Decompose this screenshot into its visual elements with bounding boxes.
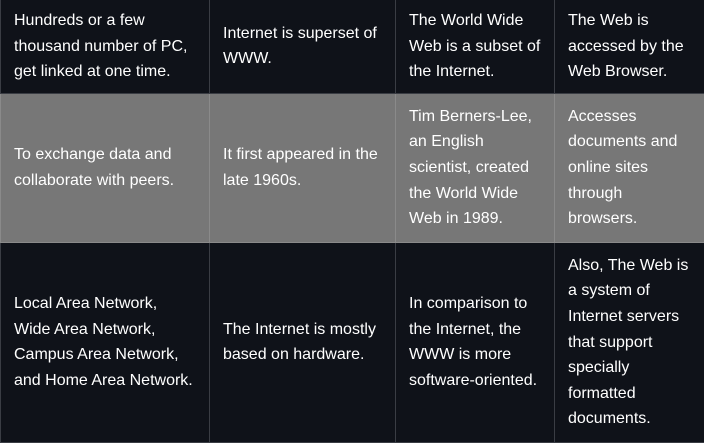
table-cell: Also, The Web is a system of Internet se… [555,242,704,442]
table-row: Local Area Network, Wide Area Network, C… [1,242,704,442]
table-cell: Accesses documents and online sites thro… [555,93,704,242]
table-row: Hundreds or a few thousand number of PC,… [1,0,704,93]
table-cell: Local Area Network, Wide Area Network, C… [1,242,210,442]
table-cell: Tim Berners-Lee, an English scientist, c… [396,93,555,242]
table-row: To exchange data and collaborate with pe… [1,93,704,242]
table-cell: In comparison to the Internet, the WWW i… [396,242,555,442]
table-cell: The Web is accessed by the Web Browser. [555,0,704,93]
table-cell: It first appeared in the late 1960s. [210,93,396,242]
table-cell: The Internet is mostly based on hardware… [210,242,396,442]
table-cell: Internet is superset of WWW. [210,0,396,93]
table-cell: Hundreds or a few thousand number of PC,… [1,0,210,93]
table-cell: The World Wide Web is a subset of the In… [396,0,555,93]
table-cell: To exchange data and collaborate with pe… [1,93,210,242]
